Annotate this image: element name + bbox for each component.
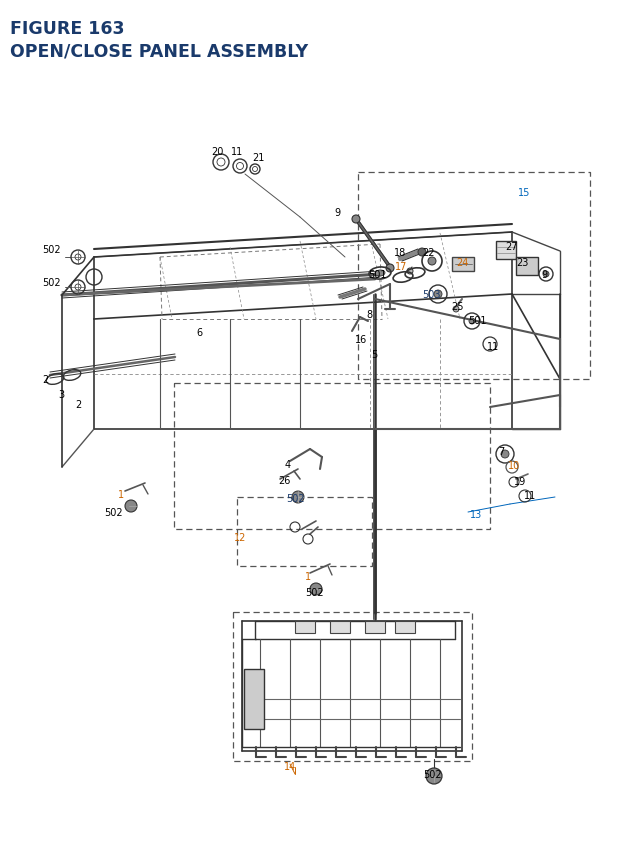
- Text: 13: 13: [470, 510, 483, 519]
- Text: 502: 502: [42, 278, 61, 288]
- Text: 26: 26: [278, 475, 291, 486]
- Circle shape: [407, 269, 413, 275]
- Ellipse shape: [375, 270, 385, 276]
- Bar: [496, 242, 516, 260]
- Circle shape: [426, 768, 442, 784]
- Text: 502: 502: [104, 507, 123, 517]
- Text: 1: 1: [305, 572, 311, 581]
- Circle shape: [386, 264, 394, 273]
- Text: 23: 23: [516, 257, 529, 268]
- Text: 6: 6: [196, 328, 202, 338]
- Text: 2: 2: [75, 400, 81, 410]
- Text: 14: 14: [284, 761, 296, 771]
- Text: 502: 502: [286, 493, 305, 504]
- Circle shape: [453, 307, 459, 313]
- Text: 502: 502: [42, 245, 61, 255]
- Text: 501: 501: [468, 316, 486, 325]
- Bar: [395, 622, 415, 633]
- Text: 27: 27: [505, 242, 518, 251]
- Text: 16: 16: [355, 335, 367, 344]
- Text: 502: 502: [305, 587, 324, 598]
- Text: FIGURE 163: FIGURE 163: [10, 20, 125, 38]
- Text: 11: 11: [487, 342, 499, 351]
- Text: 24: 24: [456, 257, 468, 268]
- Text: 10: 10: [508, 461, 520, 470]
- Text: OPEN/CLOSE PANEL ASSEMBLY: OPEN/CLOSE PANEL ASSEMBLY: [10, 42, 308, 60]
- Circle shape: [125, 500, 137, 512]
- Text: 5: 5: [371, 350, 377, 360]
- Circle shape: [428, 257, 436, 266]
- Text: 2: 2: [42, 375, 48, 385]
- Text: 12: 12: [234, 532, 246, 542]
- Bar: [330, 622, 350, 633]
- Text: 21: 21: [252, 152, 264, 163]
- Circle shape: [352, 216, 360, 224]
- Circle shape: [434, 291, 442, 299]
- Text: 15: 15: [518, 188, 531, 198]
- Circle shape: [501, 450, 509, 458]
- Text: 4: 4: [285, 460, 291, 469]
- Text: 501: 501: [368, 269, 387, 280]
- Text: 17: 17: [395, 262, 408, 272]
- Circle shape: [543, 272, 549, 278]
- Circle shape: [292, 492, 304, 504]
- Text: 9: 9: [334, 208, 340, 218]
- Text: 19: 19: [514, 476, 526, 486]
- Circle shape: [418, 249, 426, 257]
- Circle shape: [310, 583, 322, 595]
- Bar: [516, 257, 538, 276]
- Bar: [244, 669, 264, 729]
- Text: 8: 8: [366, 310, 372, 319]
- Text: 25: 25: [451, 301, 463, 312]
- Text: 1: 1: [118, 489, 124, 499]
- Circle shape: [469, 319, 475, 325]
- Text: 502: 502: [423, 769, 442, 779]
- Text: 7: 7: [498, 447, 504, 456]
- Bar: [365, 622, 385, 633]
- Text: 11: 11: [231, 147, 243, 157]
- Text: 9: 9: [541, 269, 547, 280]
- Text: 22: 22: [422, 248, 435, 257]
- FancyBboxPatch shape: [452, 257, 474, 272]
- Text: 3: 3: [58, 389, 64, 400]
- Text: 18: 18: [394, 248, 406, 257]
- Bar: [295, 622, 315, 633]
- Text: 20: 20: [211, 147, 223, 157]
- Text: 11: 11: [524, 491, 536, 500]
- Text: 503: 503: [422, 289, 440, 300]
